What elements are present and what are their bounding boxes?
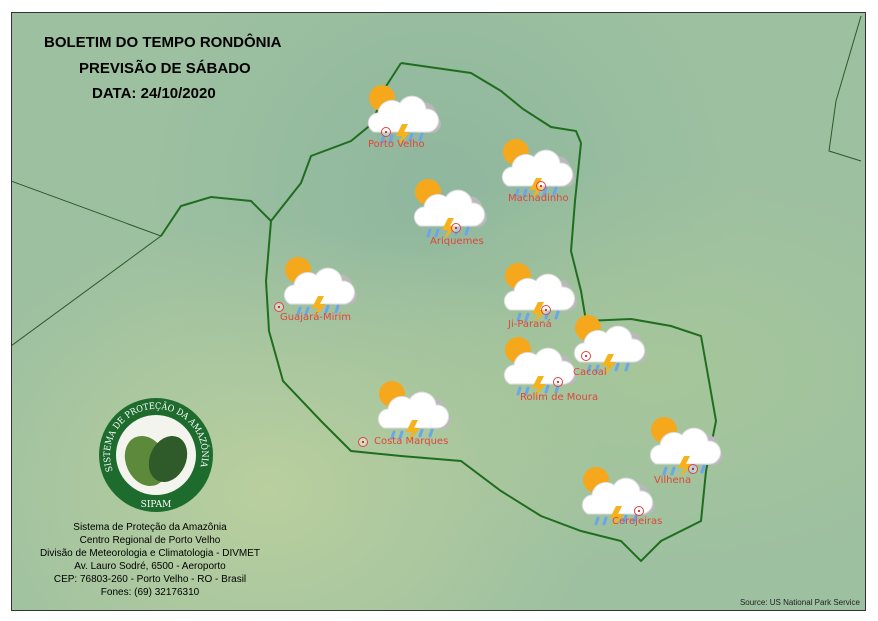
sun-cloud-rain-thunderstorm-icon [498, 258, 578, 322]
city-marker[interactable] [553, 377, 563, 387]
city-label: Machadinho [508, 193, 569, 204]
sun-cloud-rain-thunderstorm-icon [372, 376, 452, 440]
city-label: Cerejeiras [612, 516, 663, 527]
city-label: Costa Marques [374, 436, 449, 447]
forecast-date: DATA: 24/10/2020 [92, 85, 216, 102]
city-marker[interactable] [451, 223, 461, 233]
info-line: CEP: 76803-260 - Porto Velho - RO - Bras… [53, 574, 247, 585]
city-label: Ariquemes [430, 236, 484, 247]
info-line: Av. Lauro Sodré, 6500 - Aeroporto [74, 561, 226, 572]
sun-cloud-rain-thunderstorm-icon [644, 412, 724, 476]
info-line: Divisão de Meteorologia e Climatologia -… [39, 548, 261, 559]
sun-cloud-rain-thunderstorm-icon [278, 252, 358, 316]
sun-cloud-rain-thunderstorm-icon [408, 174, 488, 238]
info-line: Fones: (69) 32176310 [100, 587, 200, 598]
forecast-day: PREVISÃO DE SÁBADO [79, 60, 251, 77]
country-border [12, 180, 163, 346]
bulletin-title: BOLETIM DO TEMPO RONDÔNIA [44, 34, 282, 51]
info-line: Sistema de Proteção da Amazônia [73, 522, 227, 533]
city-marker[interactable] [381, 127, 391, 137]
city-marker[interactable] [581, 351, 591, 361]
city-marker[interactable] [541, 305, 551, 315]
sun-cloud-rain-thunderstorm-icon [568, 310, 648, 374]
map-source: Source: US National Park Service [739, 598, 860, 607]
city-label: Guajará-Mirim [280, 312, 352, 323]
sipam-logo: SISTEMA DE PROTEÇÃO DA AMAZÔNIA SIPAM [99, 398, 213, 512]
city-label: Rolim de Moura [520, 392, 599, 403]
city-label: Cacoal [573, 367, 607, 378]
city-marker[interactable] [536, 181, 546, 191]
sun-cloud-rain-thunderstorm-icon [362, 80, 442, 144]
institution-info: Sistema de Proteção da Amazônia Centro R… [30, 521, 270, 599]
city-label: Vilhena [654, 475, 692, 486]
city-label: Ji-Paraná [508, 319, 552, 330]
city-marker[interactable] [688, 464, 698, 474]
country-border [828, 15, 862, 162]
sun-cloud-rain-thunderstorm-icon [498, 332, 578, 396]
city-marker[interactable] [274, 302, 284, 312]
city-label: Porto Velho [368, 139, 425, 150]
info-line: Centro Regional de Porto Velho [79, 535, 221, 546]
city-marker[interactable] [634, 506, 644, 516]
logo-sipam-text: SIPAM [141, 500, 172, 510]
city-marker[interactable] [358, 437, 368, 447]
